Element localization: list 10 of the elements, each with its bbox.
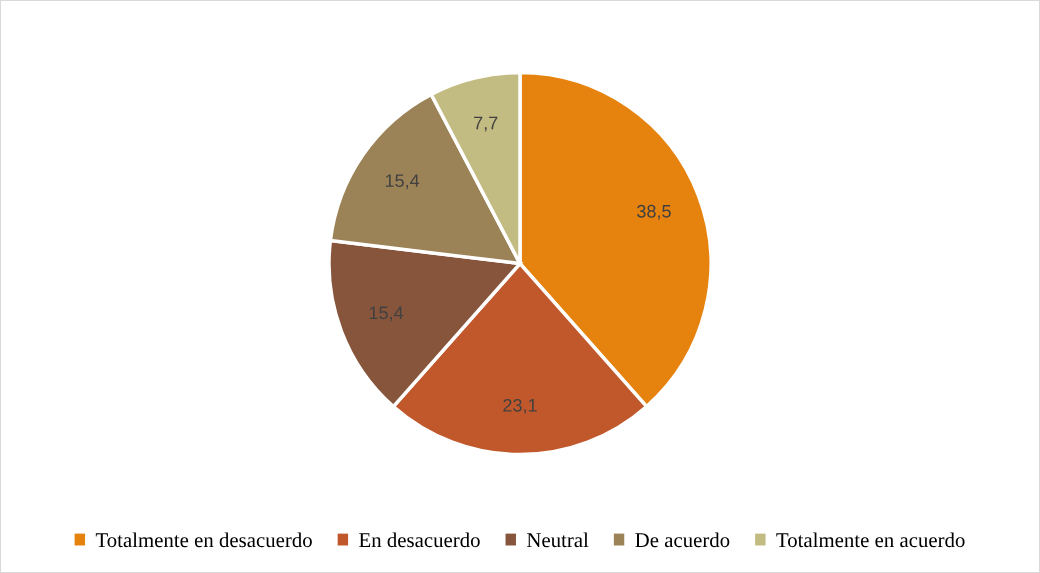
data-label: 38,5 — [637, 204, 671, 220]
data-label: 15,4 — [385, 174, 420, 190]
data-label: 23,1 — [503, 398, 537, 414]
legend-label: De acuerdo — [635, 532, 730, 548]
data-label: 7,7 — [474, 116, 498, 132]
legend-label: En desacuerdo — [359, 532, 480, 548]
legend-label: Totalmente en acuerdo — [776, 532, 965, 548]
legend-label: Neutral — [526, 532, 589, 548]
legend-label: Totalmente en desacuerdo — [95, 532, 312, 548]
data-label: 15,4 — [369, 306, 404, 322]
